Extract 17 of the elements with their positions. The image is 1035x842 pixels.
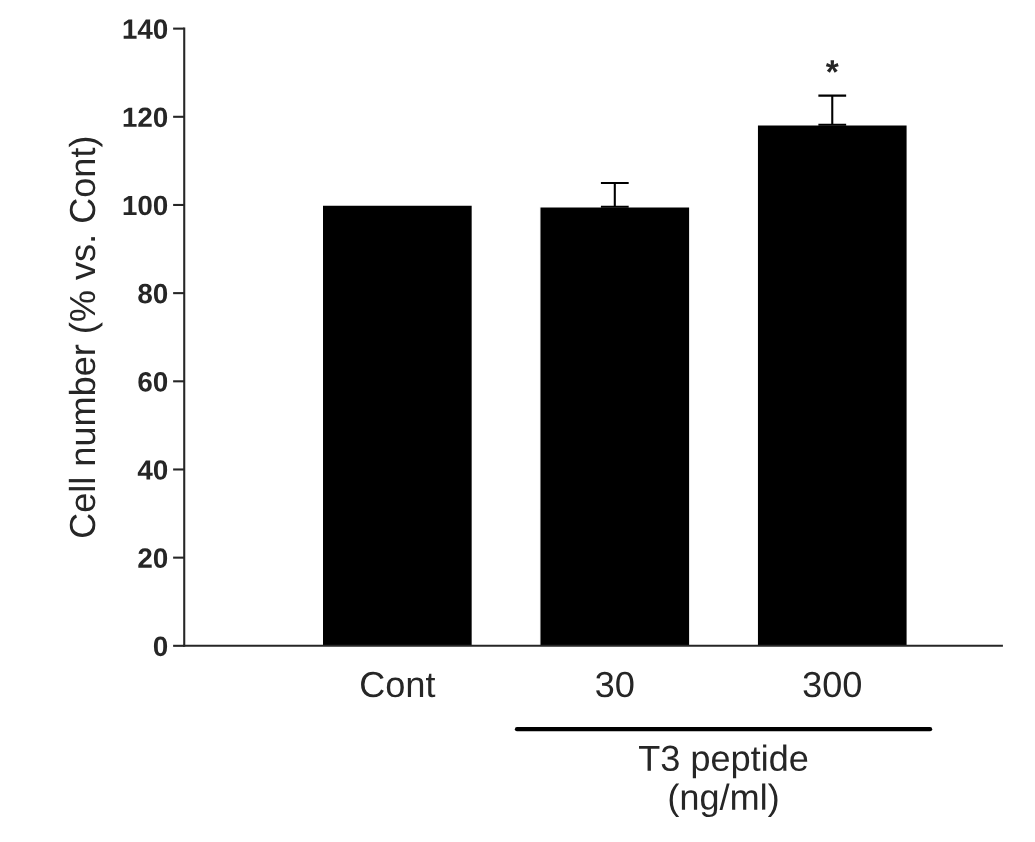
- y-axis-title: Cell number (% vs. Cont): [68, 137, 103, 538]
- y-tick-label: 40: [137, 460, 168, 480]
- y-tick-label: 20: [138, 548, 168, 568]
- y-tick-label: 120: [123, 107, 168, 128]
- bar: [539, 206, 691, 646]
- y-tick-label: 140: [123, 19, 168, 39]
- x-tick-label: 30: [596, 671, 634, 698]
- y-tick-label: 80: [138, 283, 168, 304]
- y-tick-label: 100: [123, 195, 168, 216]
- bar: [756, 124, 908, 646]
- y-tick-label: 60: [138, 371, 168, 392]
- bar: [321, 204, 474, 646]
- x-tick-label: Cont: [361, 671, 436, 698]
- x-axis-title: T3 peptide (ng/ml): [639, 744, 808, 818]
- y-tick-label: 0: [153, 636, 168, 657]
- x-tick-label: 300: [803, 671, 861, 698]
- annotation: *: [825, 60, 839, 73]
